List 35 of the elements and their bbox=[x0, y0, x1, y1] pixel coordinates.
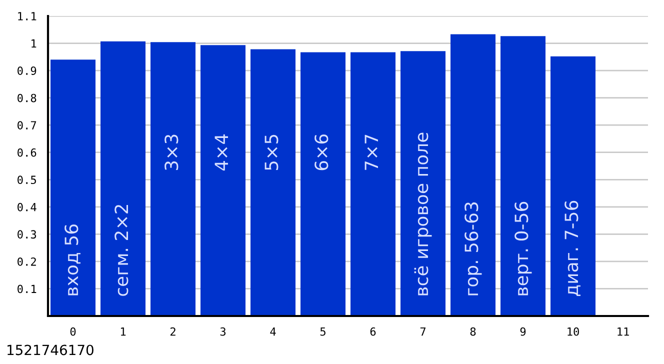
annotation: диаг. 7-56 bbox=[564, 200, 580, 296]
x-tick-label: 5 bbox=[320, 328, 326, 336]
annotation: всё игровое поле bbox=[414, 132, 432, 296]
annotation: 6×6 bbox=[314, 134, 328, 170]
text: 1521746170 bbox=[8, 344, 94, 356]
y-tick-label: 0.6 bbox=[18, 148, 36, 157]
y-tick-label: 0.7 bbox=[18, 121, 36, 130]
x-tick-label: 7 bbox=[420, 328, 426, 336]
annotation: 7×7 bbox=[364, 134, 378, 170]
annotation: 3×3 bbox=[164, 134, 178, 170]
y-tick-label: 0.2 bbox=[18, 257, 36, 266]
y-tick-label: 0.4 bbox=[18, 202, 36, 212]
annotation: 4×4 bbox=[214, 134, 228, 171]
x-tick-label: 2 bbox=[170, 327, 176, 336]
y-tick-label: 0.1 bbox=[18, 284, 36, 294]
annotation: гор. 56-63 bbox=[464, 202, 482, 296]
x-tick-label: 9 bbox=[520, 327, 526, 336]
annotation: сегм. 2×2 bbox=[114, 204, 128, 296]
x-tick-label: 1 bbox=[120, 328, 126, 336]
x-tick-label: 3 bbox=[220, 327, 226, 336]
y-tick-label: 1 bbox=[32, 39, 36, 48]
x-tick-label: 10 bbox=[568, 327, 579, 336]
x-tick-label: 4 bbox=[270, 328, 276, 336]
x-tick-label: 11 bbox=[618, 328, 629, 336]
x-tick-label: 6 bbox=[370, 327, 376, 336]
x-tick-label: 8 bbox=[470, 327, 476, 336]
annotation: вход 56 bbox=[64, 224, 80, 296]
x-tick-label: 0 bbox=[70, 327, 76, 336]
annotation: 5×5 bbox=[264, 134, 278, 170]
y-tick-label: 0.8 bbox=[18, 94, 36, 102]
y-tick-label: 0.9 bbox=[18, 66, 36, 75]
annotation: верт. 0-56 bbox=[514, 202, 532, 296]
y-tick-label: 0.3 bbox=[18, 230, 36, 239]
y-tick-label: 1.1 bbox=[18, 12, 36, 20]
y-tick-label: 0.5 bbox=[18, 176, 36, 184]
